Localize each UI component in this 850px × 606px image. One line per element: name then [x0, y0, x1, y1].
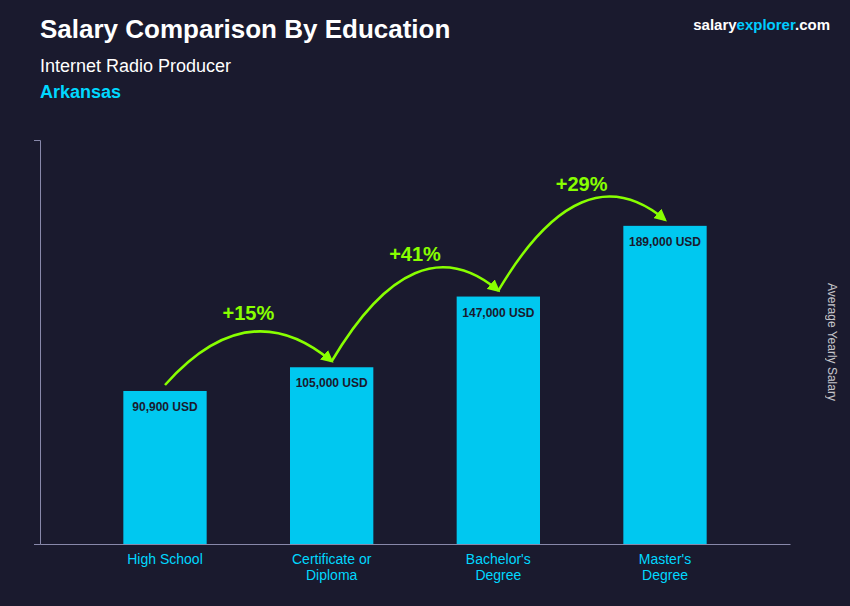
x-tick: Master'sDegree	[639, 544, 691, 583]
data-label: 147,000 USD	[462, 306, 534, 320]
arc-arrow	[332, 267, 499, 361]
x-axis: High School Certificate orDiploma Bachelor…	[41, 544, 791, 583]
x-tick-label: Certificate orDiploma	[292, 551, 372, 583]
plot: High School Certificate orDiploma Bachelor…	[34, 141, 791, 584]
x-axis-line	[41, 544, 791, 545]
chart: Salary Comparison By Education Internet R…	[0, 0, 850, 606]
annotation: +15%	[222, 302, 274, 324]
annotations: +15% +41% +29%	[165, 173, 665, 385]
x-tick: Certificate orDiploma	[292, 544, 372, 583]
bar	[123, 391, 206, 544]
brand-part: salary	[693, 16, 737, 33]
x-tick-label: Bachelor'sDegree	[466, 551, 531, 583]
title: Salary Comparison By Education	[40, 14, 450, 44]
location: Arkansas	[40, 82, 121, 102]
arc-arrow	[165, 331, 332, 385]
data-label: 90,900 USD	[132, 400, 198, 414]
annotation: +41%	[389, 243, 441, 265]
y-axis	[34, 141, 41, 545]
y-axis-line	[34, 141, 41, 545]
brand-part: explorer	[737, 16, 796, 33]
arc-arrow	[498, 197, 665, 291]
bar	[623, 226, 706, 544]
data-labels: 90,900 USD 105,000 USD 147,000 USD 189,000 …	[132, 235, 701, 414]
brand: salaryexplorer.com	[693, 16, 830, 33]
bar	[457, 297, 540, 544]
bars	[123, 226, 706, 544]
bar	[290, 367, 373, 544]
data-label: 189,000 USD	[629, 235, 701, 249]
x-tick-label: Master'sDegree	[639, 551, 691, 583]
x-tick: High School	[127, 544, 203, 567]
brand-part: .com	[795, 16, 830, 33]
data-label: 105,000 USD	[296, 376, 368, 390]
subtitle: Internet Radio Producer	[40, 56, 231, 76]
annotation: +29%	[556, 173, 608, 195]
y-axis-title: Average Yearly Salary	[825, 283, 839, 401]
x-tick: Bachelor'sDegree	[466, 544, 531, 583]
x-tick-label: High School	[127, 551, 203, 567]
